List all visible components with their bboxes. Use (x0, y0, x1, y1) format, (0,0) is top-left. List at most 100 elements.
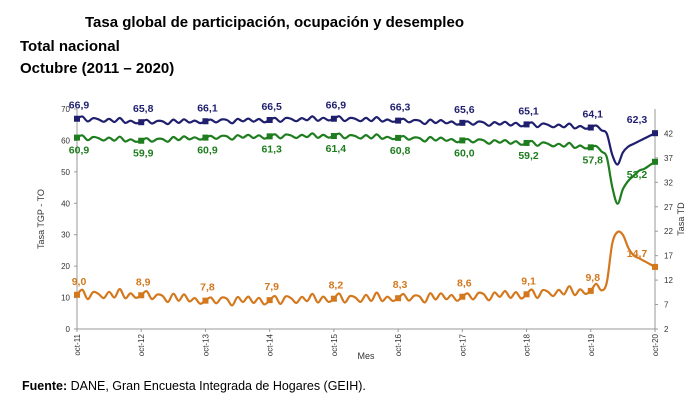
data-point-td (523, 291, 530, 298)
data-label-tgp: 62,3 (627, 114, 648, 126)
data-point-tgp (523, 121, 530, 128)
data-label-tgp: 66,9 (326, 100, 347, 112)
source-label: Fuente: (22, 379, 68, 393)
y-left-tick-label: 60 (61, 136, 70, 145)
data-point-to (587, 144, 594, 151)
data-point-tgp (202, 118, 209, 125)
data-point-to (652, 158, 658, 165)
series-line-to (76, 132, 656, 205)
x-tick-label: oct-18 (523, 333, 532, 356)
data-label-to: 60,8 (390, 145, 411, 157)
data-point-tgp (138, 119, 145, 126)
source-note: Fuente: DANE, Gran Encuesta Integrada de… (22, 379, 366, 393)
series-line-td (76, 230, 656, 307)
data-label-td: 14,7 (627, 248, 648, 260)
data-label-td: 9,8 (585, 272, 600, 284)
data-label-td: 9,0 (72, 276, 87, 288)
x-tick-label: oct-11 (73, 333, 82, 355)
data-label-to: 61,3 (261, 143, 282, 155)
x-axis-title: Mes (357, 351, 375, 361)
x-tick-label: oct-19 (587, 333, 596, 356)
data-point-td (74, 291, 80, 298)
data-label-to: 57,8 (583, 154, 604, 166)
data-point-tgp (330, 115, 337, 122)
data-label-to: 60,0 (454, 147, 475, 159)
data-label-tgp: 66,3 (390, 102, 411, 114)
data-point-td (587, 287, 594, 294)
data-label-tgp: 66,5 (261, 101, 282, 113)
source-text: DANE, Gran Encuesta Integrada de Hogares… (70, 379, 366, 393)
data-label-to: 61,4 (326, 143, 347, 155)
y-right-tick-label: 32 (664, 178, 673, 187)
data-point-to (330, 133, 337, 140)
x-tick-label: oct-12 (137, 333, 146, 356)
data-point-tgp (587, 124, 594, 131)
y-left-tick-label: 50 (61, 168, 70, 177)
y-left-tick-label: 10 (61, 294, 70, 303)
x-tick-label: oct-17 (458, 333, 467, 356)
data-label-td: 7,8 (200, 282, 215, 294)
data-label-tgp: 65,6 (454, 104, 475, 116)
data-label-td: 8,3 (393, 279, 408, 291)
y-right-tick-label: 2 (664, 325, 669, 334)
data-label-td: 8,6 (457, 278, 472, 290)
y-left-tick-label: 20 (61, 262, 70, 271)
data-label-tgp: 64,1 (583, 109, 604, 121)
series-line-tgp (76, 115, 656, 166)
chart-subtitle-period: Octubre (2011 – 2020) (20, 60, 175, 77)
y-left-tick-label: 0 (66, 325, 71, 334)
data-point-to (395, 134, 402, 141)
data-label-tgp: 65,8 (133, 103, 154, 115)
y-left-tick-label: 40 (61, 199, 70, 208)
y-right-tick-label: 12 (664, 276, 673, 285)
data-label-td: 9,1 (521, 275, 536, 287)
data-point-td (652, 263, 658, 270)
data-point-to (523, 139, 530, 146)
data-point-tgp (266, 117, 273, 123)
data-point-tgp (652, 130, 658, 137)
data-point-to (138, 137, 145, 144)
data-point-td (266, 297, 273, 304)
x-tick-label: oct-16 (394, 333, 403, 356)
data-point-td (330, 295, 337, 302)
y-right-tick-label: 42 (664, 129, 673, 138)
x-tick-label: oct-15 (330, 333, 339, 356)
y-axis-right-title: Tasa TD (676, 202, 686, 236)
data-point-tgp (74, 115, 80, 122)
y-axis-left-title: Tasa TGP - TO (36, 189, 46, 249)
data-point-td (395, 295, 402, 302)
data-point-to (459, 137, 466, 144)
y-right-tick-label: 37 (664, 154, 673, 163)
data-label-to: 59,9 (133, 148, 154, 160)
data-point-tgp (459, 119, 466, 126)
data-point-td (202, 297, 209, 304)
y-left-tick-label: 70 (61, 105, 70, 114)
y-right-tick-label: 27 (664, 203, 673, 212)
data-label-to: 60,9 (197, 145, 218, 157)
chart-subtitle-scope: Total nacional (20, 38, 120, 55)
data-label-tgp: 66,1 (197, 102, 218, 114)
chart-title: Tasa global de participación, ocupación … (85, 14, 464, 31)
data-label-to: 60,9 (69, 145, 90, 157)
x-tick-label: oct-13 (201, 333, 210, 356)
data-point-to (202, 134, 209, 141)
data-point-to (266, 133, 273, 140)
y-right-tick-label: 7 (664, 301, 669, 310)
y-right-tick-label: 22 (664, 227, 673, 236)
data-label-tgp: 65,1 (518, 105, 539, 117)
y-right-tick-label: 17 (664, 252, 673, 261)
data-point-td (459, 293, 466, 300)
data-point-to (74, 134, 80, 141)
data-label-td: 7,9 (264, 281, 279, 293)
x-tick-label: oct-20 (651, 333, 660, 356)
data-label-td: 8,9 (136, 276, 151, 288)
x-tick-label: oct-14 (266, 333, 275, 356)
data-label-to: 59,2 (518, 150, 539, 162)
data-point-td (138, 292, 145, 299)
data-point-tgp (395, 117, 402, 124)
data-label-to: 53,2 (627, 169, 648, 181)
data-label-tgp: 66,9 (69, 100, 90, 112)
y-left-tick-label: 30 (61, 231, 70, 240)
data-label-td: 8,2 (329, 280, 344, 292)
